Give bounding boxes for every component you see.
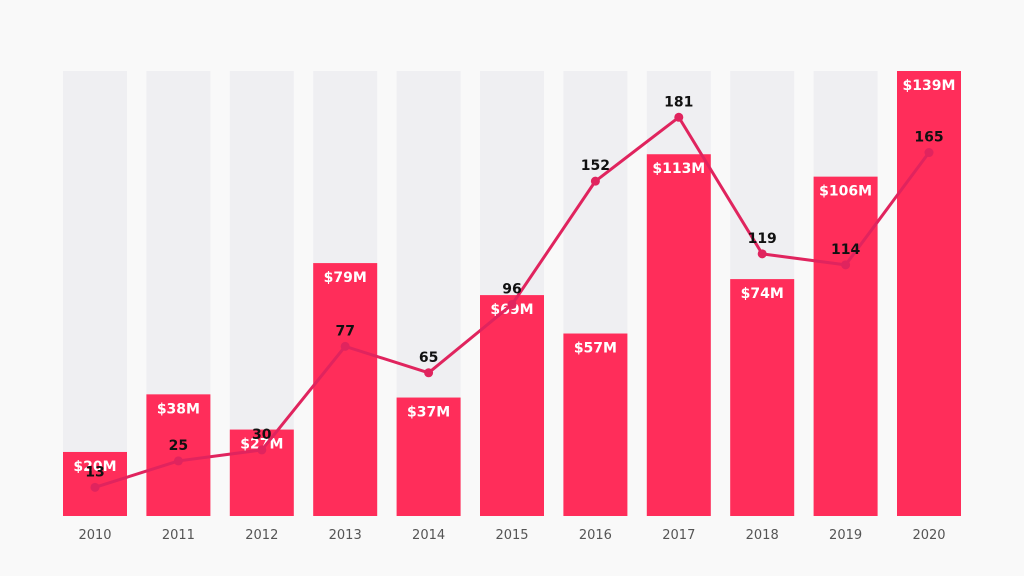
bar [480,295,544,516]
bar-track [63,71,127,516]
line-value-label: 152 [581,158,610,174]
line-value-label: 114 [831,242,860,258]
line-point [257,445,267,455]
line-value-label: 119 [748,231,777,247]
line-point [841,260,851,270]
x-tick-label: 2014 [412,528,445,543]
bar-value-label: $27M [240,437,283,453]
bars [63,71,961,517]
bar [646,154,711,516]
bar [229,429,294,516]
x-tick-label: 2019 [829,528,862,543]
x-tick-label: 2010 [78,528,111,543]
line-value-label: 96 [502,282,521,298]
line-point [674,112,684,122]
bar [146,394,211,516]
x-tick-label: 2016 [579,528,612,543]
x-tick-label: 2017 [662,528,695,543]
bar [897,71,961,516]
bar-value-label: $113M [652,161,705,177]
bar [563,333,628,516]
line-value-label: 13 [85,464,104,480]
line-point [507,300,517,310]
bar [730,279,795,516]
line-point [757,249,767,259]
line-value-labels: 13 25 30 77 65 96 152 181 119 114 165 [85,94,943,480]
bar [813,176,878,517]
x-tick-label: 2012 [245,528,278,543]
line-point [173,456,183,466]
line-point [90,482,100,492]
bar-value-label: $74M [741,286,784,302]
bar-value-label: $57M [574,341,617,357]
bar [396,397,461,516]
line-point [590,176,600,186]
bar-value-label: $79M [324,270,367,286]
line-value-label: 77 [335,323,354,339]
line-point [924,148,934,158]
bar-value-labels: $20M$38M$27M$79M$37M$69M$57M$113M$74M$10… [73,78,955,475]
line-value-label: 65 [419,350,438,366]
x-axis: 2010 2011 2012 2013 2014 2015 2016 2017 2018 2019… [78,528,945,543]
bar-value-label: $139M [903,78,956,94]
line-point [340,341,350,351]
line-value-label: 181 [664,94,693,110]
bar [313,263,378,516]
line-value-label: 30 [252,427,272,443]
bar-value-label: $38M [157,401,200,417]
x-tick-label: 2020 [912,528,945,543]
x-tick-label: 2011 [162,528,195,543]
line-value-label: 165 [914,130,943,146]
x-tick-label: 2015 [495,528,528,543]
x-tick-label: 2018 [746,528,779,543]
x-tick-label: 2013 [329,528,362,543]
line-point [424,368,434,378]
bar-value-label: $106M [819,184,872,200]
line-value-label: 25 [169,438,188,454]
bar-value-label: $20M [73,459,116,475]
bar-value-label: $37M [407,405,450,421]
line-series [90,112,934,492]
